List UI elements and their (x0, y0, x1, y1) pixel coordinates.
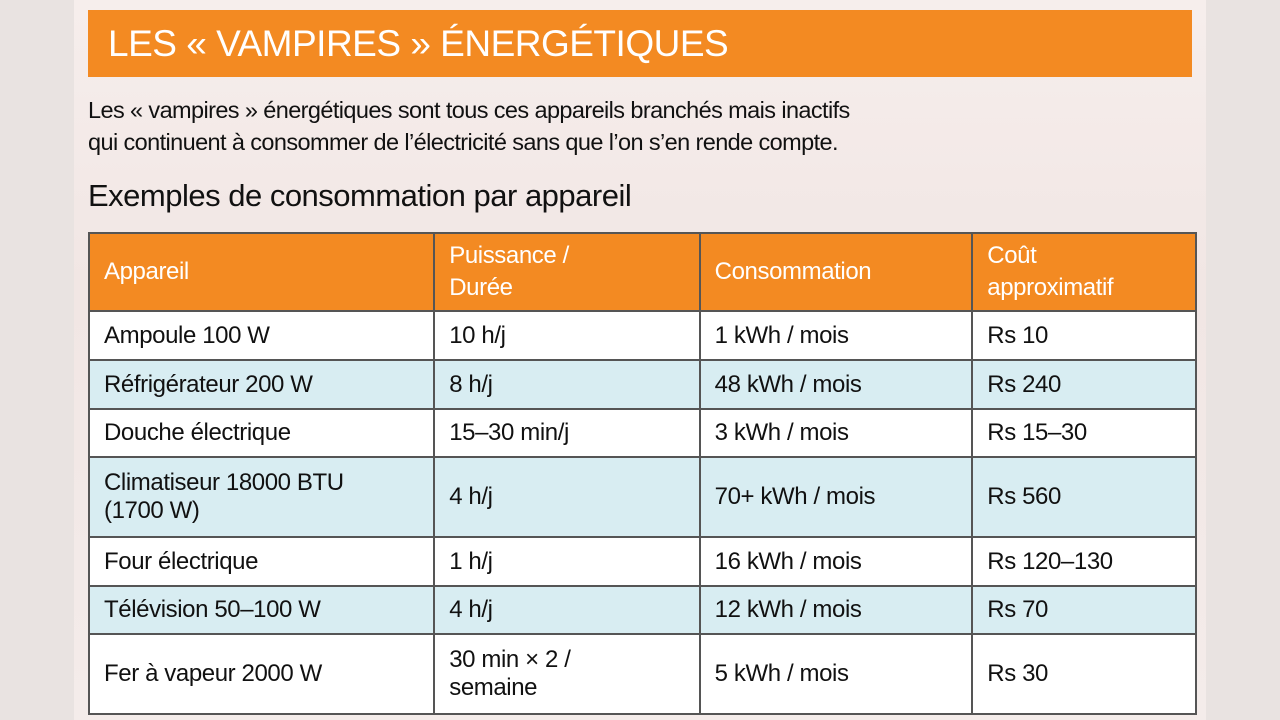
cell-text: 70+ kWh / mois (714, 483, 876, 510)
table-cell: Fer à vapeur 2000 W (87, 633, 436, 715)
table-cell: Télévision 50–100 W (87, 585, 436, 635)
table-cell: 4 h/j (433, 456, 701, 538)
table-cell: Réfrigérateur 200 W (87, 359, 436, 410)
table-cell: Ampoule 100 W (87, 310, 436, 361)
header-text: Consommation (714, 258, 872, 285)
header-text: Puissance / (449, 242, 569, 269)
table-cell: Four électrique (87, 536, 436, 587)
column-header: Appareil (87, 232, 436, 312)
consumption-table: Appareil Puissance / Durée Consommation Coût… (87, 232, 1197, 715)
header-text: Durée (449, 274, 513, 301)
cell-text: Télévision 50–100 W (104, 596, 321, 623)
table-cell: 5 kWh / mois (698, 633, 974, 715)
table-cell: Rs 30 (971, 633, 1197, 715)
table-cell: 1 kWh / mois (698, 310, 974, 361)
table-cell: Rs 10 (971, 310, 1197, 361)
cell-text: 3 kWh / mois (714, 419, 849, 446)
table-row: Télévision 50–100 W 4 h/j 12 kWh / mois Rs … (87, 585, 1197, 635)
table-cell: Rs 240 (971, 359, 1197, 410)
cell-text: 10 h/j (449, 321, 506, 349)
cell-text: Rs 70 (987, 596, 1048, 623)
table-cell: 16 kWh / mois (698, 536, 974, 587)
cell-text: 30 min × 2 / (449, 646, 571, 673)
intro-line: Les « vampires » énergétiques sont tous … (88, 97, 850, 123)
table-cell: Rs 15–30 (971, 408, 1197, 458)
table-cell: 48 kWh / mois (698, 359, 974, 410)
cell-text: 5 kWh / mois (714, 660, 849, 687)
table-header-row: Appareil Puissance / Durée Consommation Coût… (87, 232, 1197, 312)
cell-text: 4 h/j (449, 596, 493, 623)
cell-text: (1700 W) (104, 497, 200, 524)
cell-text: Rs 30 (987, 660, 1048, 687)
intro-text: Les « vampires » énergétiques sont tous … (88, 94, 1188, 158)
table-row: Réfrigérateur 200 W 8 h/j 48 kWh / mois Rs … (87, 359, 1197, 410)
header-text: Appareil (104, 258, 189, 285)
table-cell: 4 h/j (433, 585, 701, 635)
cell-text: Rs 10 (987, 321, 1048, 349)
cell-text: Climatiseur 18000 BTU (104, 469, 344, 496)
cell-text: Douche électrique (104, 419, 291, 446)
table-cell: 30 min × 2 /semaine (433, 633, 701, 715)
column-header: Consommation (698, 232, 974, 312)
table-row: Douche électrique 15–30 min/j 3 kWh / mois… (87, 408, 1197, 458)
cell-text: 16 kWh / mois (714, 547, 862, 575)
table-cell: 12 kWh / mois (698, 585, 974, 635)
column-header: Coût approximatif (971, 232, 1197, 312)
table-cell: 15–30 min/j (433, 408, 701, 458)
cell-text: 1 h/j (449, 547, 493, 575)
header-text: approximatif (987, 274, 1114, 301)
table-row: Fer à vapeur 2000 W 30 min × 2 /semaine 5 … (87, 633, 1197, 715)
table-row: Climatiseur 18000 BTU (1700 W) 4 h/j 70+ kW… (87, 456, 1197, 538)
cell-text: Rs 15–30 (987, 419, 1087, 446)
header-text: Coût (987, 242, 1037, 269)
cell-text: Rs 120–130 (987, 547, 1113, 575)
table-cell: 10 h/j (433, 310, 701, 361)
column-header: Puissance / Durée (433, 232, 701, 312)
table-cell: 3 kWh / mois (698, 408, 974, 458)
cell-text: Rs 240 (987, 370, 1061, 398)
table-cell: 70+ kWh / mois (698, 456, 974, 538)
table-cell: Rs 120–130 (971, 536, 1197, 587)
cell-text: 1 kWh / mois (714, 321, 849, 349)
table-cell: 1 h/j (433, 536, 701, 587)
cell-text: Réfrigérateur 200 W (104, 370, 313, 398)
cell-text: 12 kWh / mois (714, 596, 862, 623)
table-cell: Climatiseur 18000 BTU (1700 W) (87, 456, 436, 538)
table-row: Four électrique 1 h/j 16 kWh / mois Rs 120–… (87, 536, 1197, 587)
cell-text: 8 h/j (449, 370, 493, 398)
cell-text: 48 kWh / mois (714, 370, 862, 398)
table-cell: Douche électrique (87, 408, 436, 458)
cell-text: Four électrique (104, 547, 259, 575)
intro-line: qui continuent à consommer de l’électric… (88, 129, 839, 155)
table-cell: Rs 560 (971, 456, 1197, 538)
cell-text: Rs 560 (987, 483, 1061, 510)
cell-text: 15–30 min/j (449, 419, 569, 446)
cell-text: semaine (449, 674, 538, 701)
table-cell: 8 h/j (433, 359, 701, 410)
table-subtitle: Exemples de consommation par appareil (88, 178, 632, 213)
cell-text: Fer à vapeur 2000 W (104, 660, 322, 687)
table-cell: Rs 70 (971, 585, 1197, 635)
cell-text: 4 h/j (449, 483, 493, 510)
table-row: Ampoule 100 W 10 h/j 1 kWh / mois Rs 10 (87, 310, 1197, 361)
cell-text: Ampoule 100 W (104, 321, 270, 349)
page-title: LES « VAMPIRES » ÉNERGÉTIQUES (88, 10, 1192, 77)
